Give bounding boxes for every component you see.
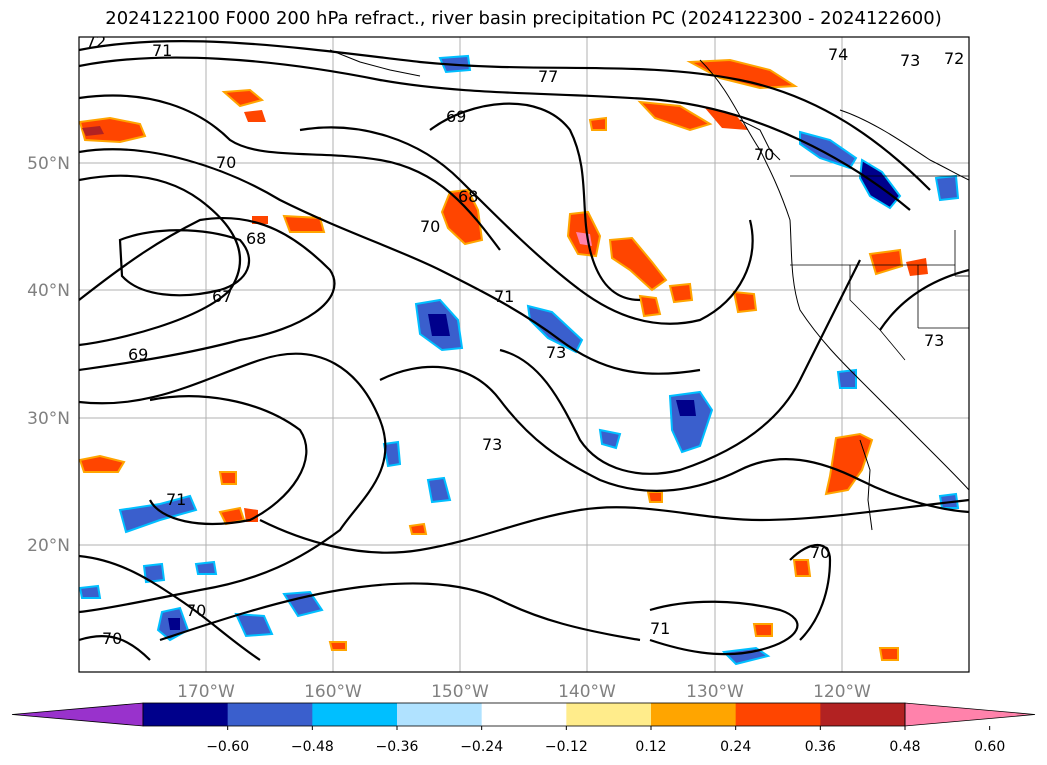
colorbar-extend-high [904,702,1036,727]
colorbar-segment [312,703,398,726]
latitude-labels: 50°N 40°N 30°N 20°N [27,154,70,556]
contour-label: 67 [212,287,232,306]
contour-label: 77 [538,67,558,86]
contour-label: 68 [458,187,478,206]
state-borders [790,175,969,361]
colorbar-tick-label: −0.12 [545,739,588,755]
colorbar-segment [735,703,821,726]
contour-label: 70 [102,629,122,648]
colorbar-tick-label: 0.36 [805,739,836,755]
contour-label: 70 [216,153,236,172]
precip-negative-areas [79,54,960,666]
colorbar: −0.60 −0.48 −0.36 −0.24 −0.12 0.12 0.24 0.36 0.4… [11,702,1036,755]
contour-label: 70 [754,145,774,164]
lon-label: 130°W [686,682,744,702]
contour-label: 73 [924,331,944,350]
contour-label: 73 [482,435,502,454]
map-title: 2024122100 F000 200 hPa refract., river … [105,8,942,29]
contour-label: 71 [494,287,514,306]
colorbar-tick-label: 0.24 [720,739,751,755]
refractivity-contours [79,39,969,661]
contour-label: 72 [86,32,106,51]
precip-positive-areas [79,58,928,661]
lat-label: 50°N [27,154,70,174]
colorbar-extend-low [11,702,144,727]
colorbar-tick-label: −0.36 [376,739,419,755]
colorbar-segment [481,703,567,726]
lon-label: 160°W [304,682,362,702]
coastlines [329,49,969,531]
lat-label: 30°N [27,409,70,429]
colorbar-segment [227,703,313,726]
map-frame [78,36,970,673]
lat-label: 40°N [27,281,70,301]
colorbar-segment [397,703,483,726]
colorbar-tick-label: −0.60 [206,739,249,755]
contour-label: 73 [900,51,920,70]
contour-label: 73 [546,343,566,362]
colorbar-tick-label: 0.48 [889,739,920,755]
colorbar-segment [820,703,906,726]
contour-label: 71 [650,619,670,638]
colorbar-tick-label: −0.48 [291,739,334,755]
colorbar-tick-label: 0.12 [635,739,666,755]
contour-label: 70 [186,601,206,620]
colorbar-segment [651,703,737,726]
contour-label: 69 [446,107,466,126]
contour-label: 68 [246,229,266,248]
contour-label: 69 [128,345,148,364]
longitude-labels: 170°W 160°W 150°W 140°W 130°W 120°W [177,682,871,702]
colorbar-tick-label: 0.60 [974,739,1005,755]
lon-label: 120°W [813,682,871,702]
colorbar-segment [566,703,652,726]
lat-label: 20°N [27,536,70,556]
lon-label: 170°W [177,682,235,702]
contour-label: 72 [944,49,964,68]
colorbar-frame [142,702,906,727]
contour-label: 70 [420,217,440,236]
lon-label: 150°W [431,682,489,702]
contour-label: 71 [152,41,172,60]
contour-label: 70 [810,543,830,562]
lon-label: 140°W [558,682,616,702]
contour-labels: 72 71 77 74 73 72 69 70 70 68 70 68 67 6… [86,32,964,648]
colorbar-segment [143,703,229,726]
contour-label: 71 [166,490,186,509]
contour-label: 74 [828,45,848,64]
colorbar-tick-label: −0.24 [460,739,503,755]
